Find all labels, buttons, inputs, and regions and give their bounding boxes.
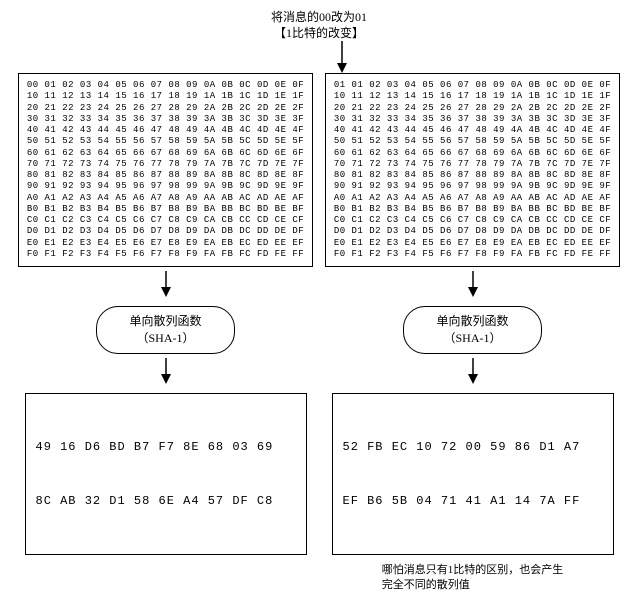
left-column: 00 01 02 03 04 05 06 07 08 09 0A 0B 0C 0… <box>18 73 313 555</box>
top-label-line1: 将消息的00改为01 <box>271 10 367 26</box>
hash-line1: 52 FB EC 10 72 00 59 86 D1 A7 <box>343 438 603 456</box>
right-message-hex: 01 01 02 03 04 05 06 07 08 09 0A 0B 0C 0… <box>325 73 620 267</box>
top-label-line2: 【1比特的改变】 <box>271 26 367 42</box>
caption: 哪怕消息只有1比特的区别，也会产生 完全不同的散列值 <box>382 563 564 594</box>
right-column: 01 01 02 03 04 05 06 07 08 09 0A 0B 0C 0… <box>325 73 620 593</box>
func-label-line2: （SHA-1） <box>129 330 201 347</box>
func-label-line2: （SHA-1） <box>436 330 508 347</box>
left-hash-function: 单向散列函数 （SHA-1） <box>96 306 234 354</box>
hash-line2: 8C AB 32 D1 58 6E A4 57 DF C8 <box>36 492 296 510</box>
arrow-down-icon <box>467 358 479 389</box>
caption-line1: 哪怕消息只有1比特的区别，也会产生 <box>382 563 564 578</box>
arrow-down-icon <box>160 271 172 302</box>
right-hash-output: 52 FB EC 10 72 00 59 86 D1 A7 EF B6 5B 0… <box>332 393 614 555</box>
func-label-line1: 单向散列函数 <box>129 313 201 330</box>
hash-line2: EF B6 5B 04 71 41 A1 14 7A FF <box>343 492 603 510</box>
left-hash-output: 49 16 D6 BD B7 F7 8E 68 03 69 8C AB 32 D… <box>25 393 307 555</box>
arrow-down-icon <box>160 358 172 389</box>
top-arrow <box>336 41 348 73</box>
right-hash-function: 单向散列函数 （SHA-1） <box>403 306 541 354</box>
func-label-line1: 单向散列函数 <box>436 313 508 330</box>
arrow-down-icon <box>467 271 479 302</box>
hash-line1: 49 16 D6 BD B7 F7 8E 68 03 69 <box>36 438 296 456</box>
left-message-hex: 00 01 02 03 04 05 06 07 08 09 0A 0B 0C 0… <box>18 73 313 267</box>
caption-line2: 完全不同的散列值 <box>382 578 564 593</box>
top-change-label: 将消息的00改为01 【1比特的改变】 <box>271 10 367 41</box>
